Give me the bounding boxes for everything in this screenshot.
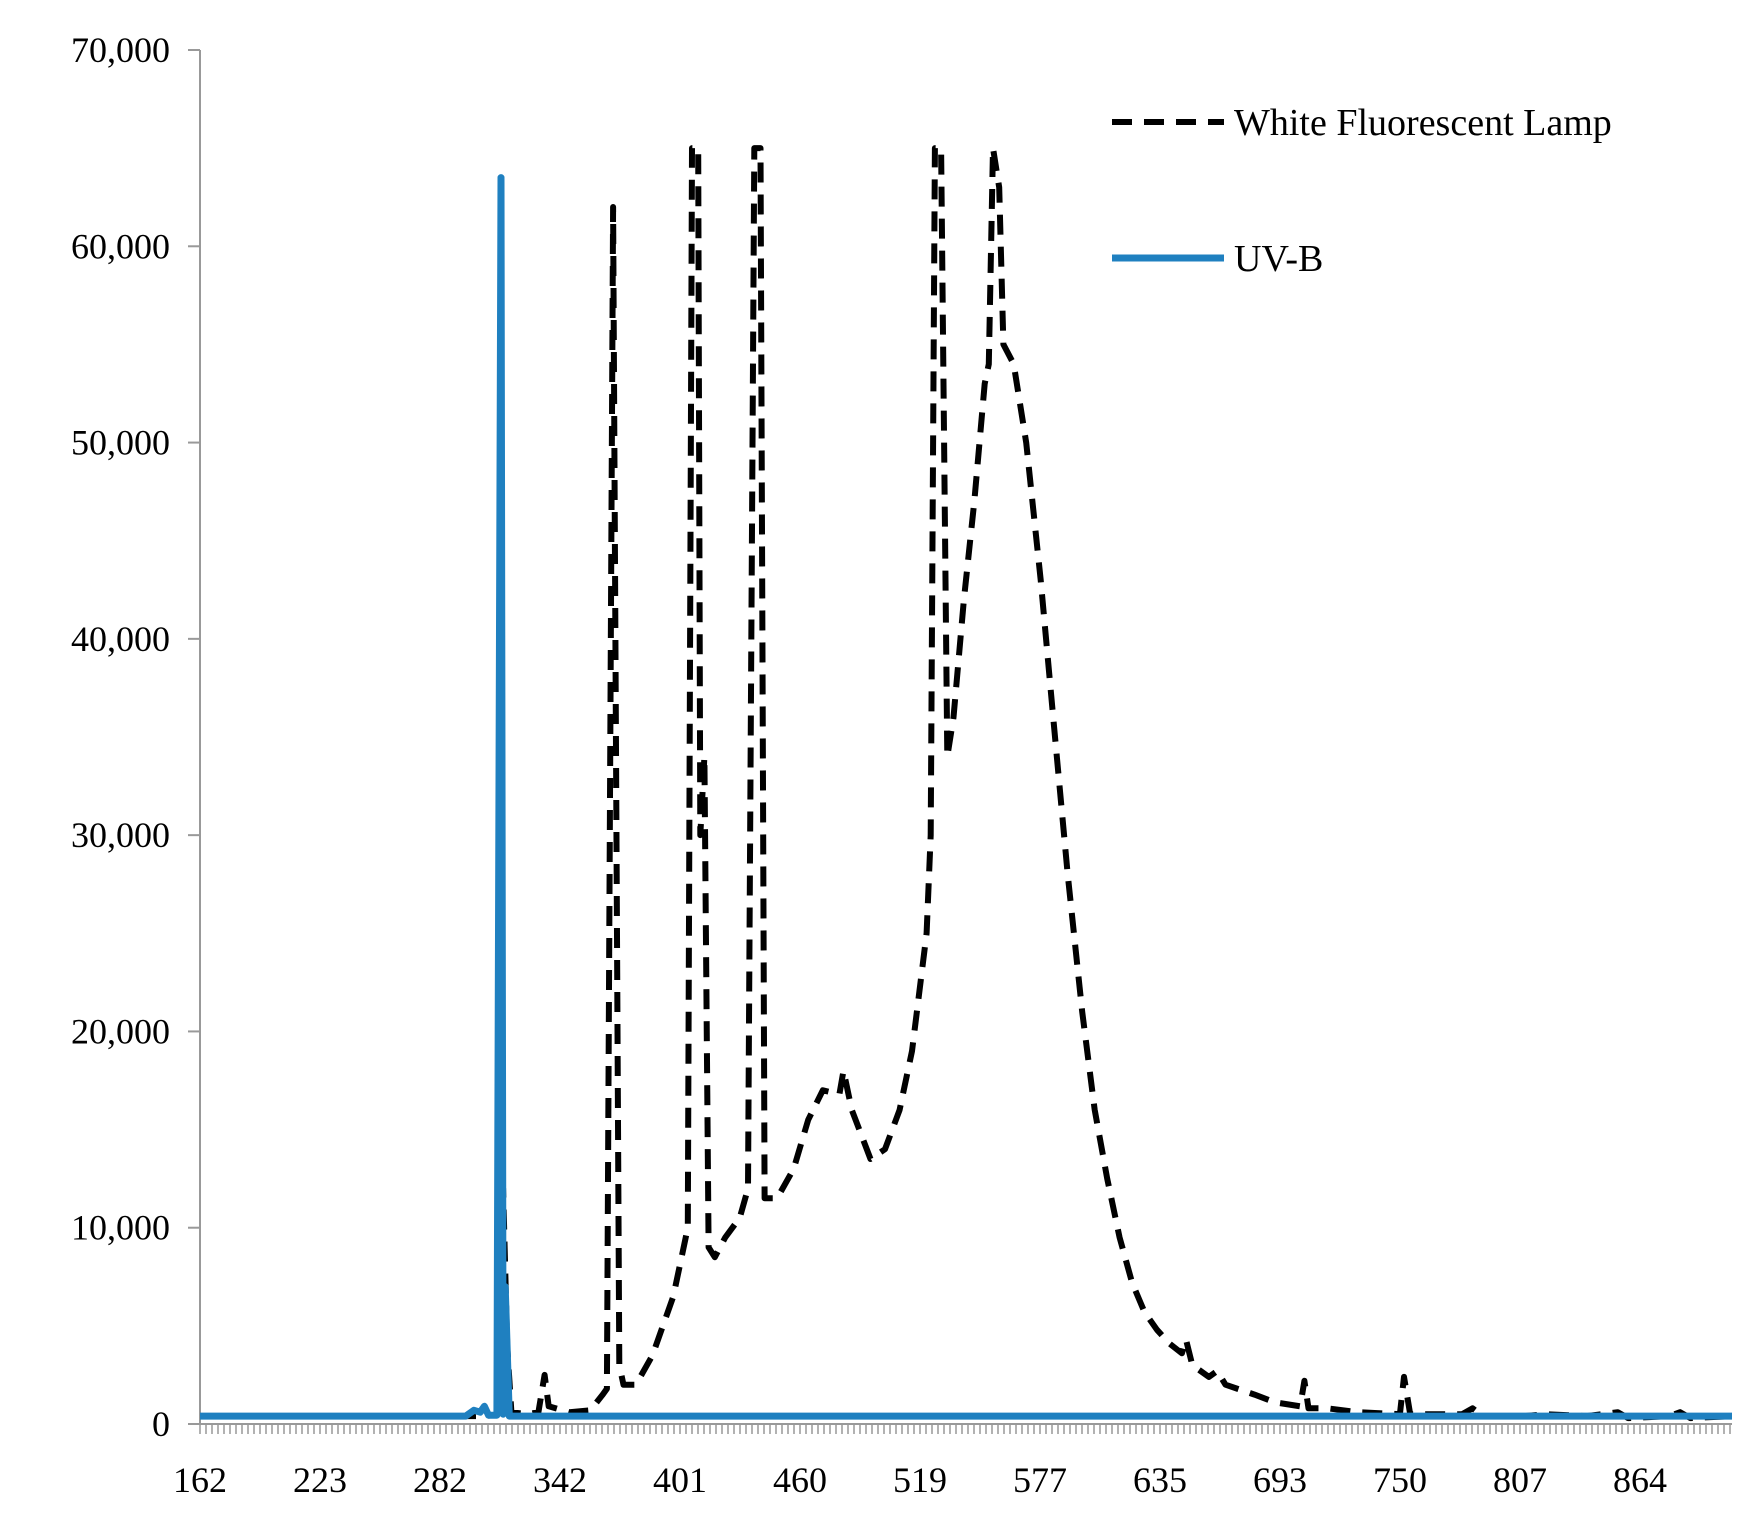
y-tick-label: 60,000 bbox=[71, 226, 170, 266]
legend: White Fluorescent Lamp UV-B bbox=[1112, 102, 1612, 280]
x-tick-label: 750 bbox=[1373, 1460, 1427, 1500]
y-tick-label: 0 bbox=[152, 1404, 170, 1444]
series-line-white-fluorescent-lamp bbox=[200, 145, 1733, 1422]
x-tick-label: 223 bbox=[293, 1460, 347, 1500]
series-line-uv-b bbox=[200, 174, 1732, 1420]
legend-label: UV-B bbox=[1234, 238, 1323, 280]
x-tick-label: 162 bbox=[173, 1460, 227, 1500]
y-tick-label: 50,000 bbox=[71, 423, 170, 463]
x-tick-label: 342 bbox=[533, 1460, 587, 1500]
x-minor-ticks bbox=[199, 1424, 1731, 1434]
x-tick-label: 519 bbox=[893, 1460, 947, 1500]
y-tick-label: 10,000 bbox=[71, 1208, 170, 1248]
y-tick-label: 30,000 bbox=[71, 815, 170, 855]
x-tick-label: 807 bbox=[1493, 1460, 1547, 1500]
legend-label: White Fluorescent Lamp bbox=[1234, 102, 1612, 144]
x-tick-label: 693 bbox=[1253, 1460, 1307, 1500]
x-tick-label: 282 bbox=[413, 1460, 467, 1500]
series-layer bbox=[200, 145, 1733, 1422]
x-tick-label: 460 bbox=[773, 1460, 827, 1500]
y-tick-label: 70,000 bbox=[71, 30, 170, 70]
y-tick-label: 40,000 bbox=[71, 619, 170, 659]
x-tick-label: 577 bbox=[1013, 1460, 1067, 1500]
x-tick-label: 635 bbox=[1133, 1460, 1187, 1500]
x-axis-ticks: 162 223 282 342 401 460 519 577 635 693 750 807 864 bbox=[173, 1460, 1667, 1500]
x-tick-label: 401 bbox=[653, 1460, 707, 1500]
y-tick-label: 20,000 bbox=[71, 1011, 170, 1051]
x-tick-label: 864 bbox=[1613, 1460, 1667, 1500]
y-axis-ticks: 0 10,000 20,000 30,000 40,000 50,000 60,000 70,… bbox=[71, 30, 200, 1444]
